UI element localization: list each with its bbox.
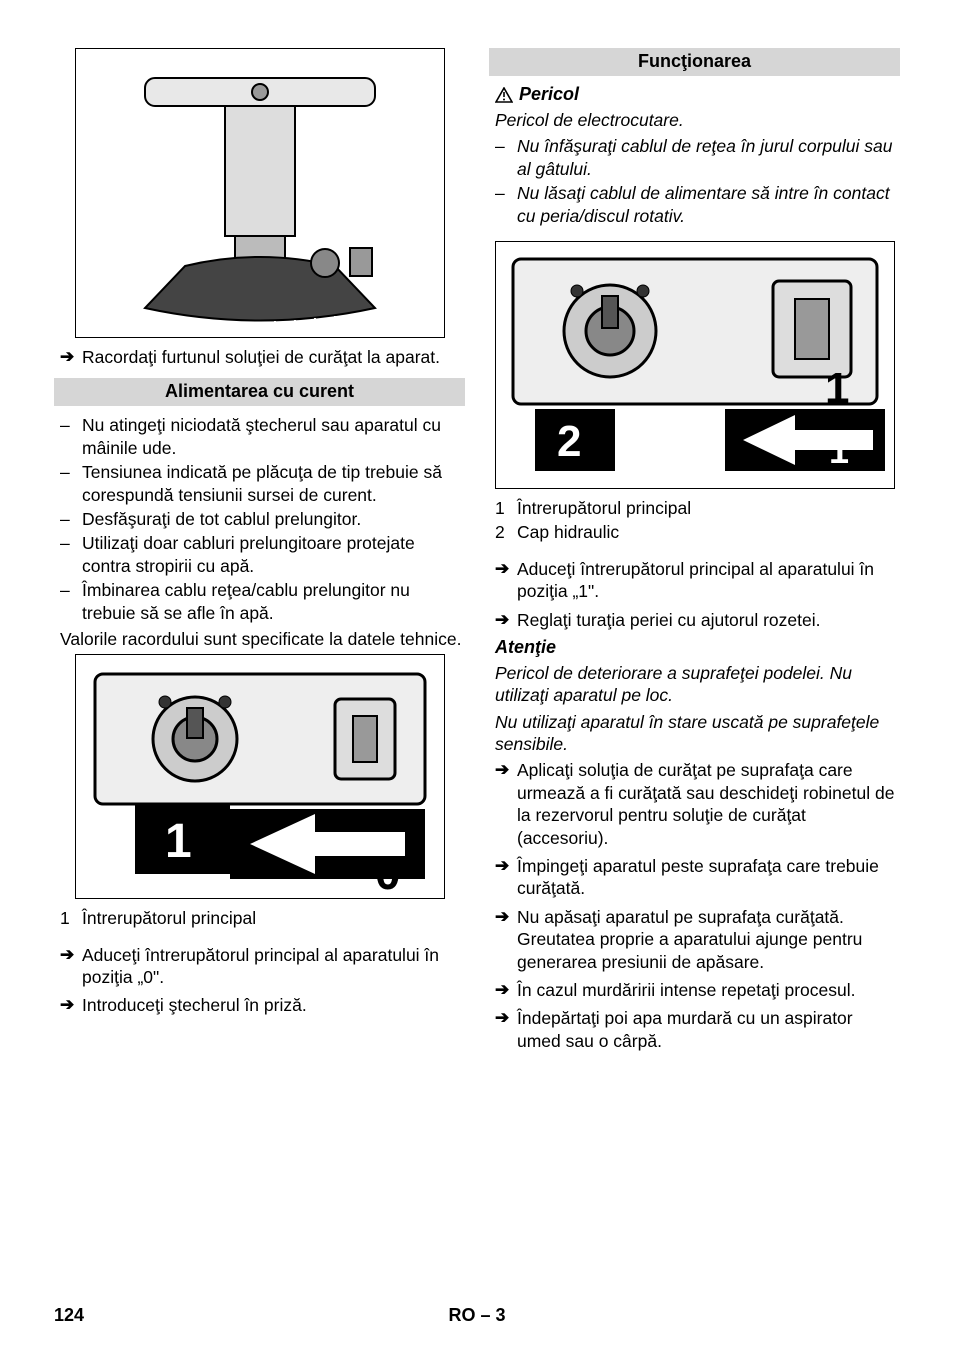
dash-text: Nu înfăşuraţi cablul de reţea în jurul c… <box>517 135 900 180</box>
dash-text: Îmbinarea cablu reţea/cablu prelungitor … <box>82 579 465 624</box>
arrow-text: Aplicaţi soluţia de curăţat pe suprafaţa… <box>517 759 900 849</box>
numbered-main-switch: 1 Întrerupătorul principal <box>60 907 465 929</box>
svg-text:1: 1 <box>825 364 849 413</box>
dash-item: –Nu lăsaţi cablul de alimentare să intre… <box>495 182 900 227</box>
attention-label: Atenţie <box>495 637 556 658</box>
section-power-supply: Alimentarea cu curent <box>54 378 465 406</box>
dash-icon: – <box>60 532 82 554</box>
number-label: 1 <box>495 497 517 519</box>
danger-line: Pericol de electrocutare. <box>495 109 900 131</box>
number-text: Cap hidraulic <box>517 521 900 543</box>
arrow-repeat: ➔În cazul murdăririi intense repetaţi pr… <box>495 979 900 1001</box>
dash-text: Utilizaţi doar cabluri prelungitoare pro… <box>82 532 465 577</box>
dash-item: –Nu atingeţi niciodată ştecherul sau apa… <box>60 414 465 459</box>
arrow-remove-dirty-water: ➔Îndepărtaţi poi apa murdară cu un aspir… <box>495 1007 900 1052</box>
dash-item: –Desfăşuraţi de tot cablul prelungitor. <box>60 508 465 530</box>
arrow-text: Reglaţi turaţia periei cu ajutorul rozet… <box>517 609 900 631</box>
paragraph-connection-values: Valorile racordului sunt specificate la … <box>60 628 465 650</box>
danger-label: Pericol <box>519 84 579 105</box>
dash-icon: – <box>60 579 82 601</box>
right-column: Funcţionarea Pericol Pericol de electroc… <box>489 48 900 1058</box>
page-footer: 124 RO – 3 <box>54 1305 900 1326</box>
dash-icon: – <box>60 461 82 483</box>
arrow-icon: ➔ <box>495 906 517 928</box>
arrow-text: Îndepărtaţi poi apa murdară cu un aspira… <box>517 1007 900 1052</box>
left-column: ➔ Racordaţi furtunul soluţiei de curăţat… <box>54 48 465 1058</box>
arrow-text: Aduceţi întrerupătorul principal al apar… <box>82 944 465 989</box>
attention-p1: Pericol de deteriorare a suprafeţei pode… <box>495 662 900 707</box>
numbered-main-switch: 1Întrerupătorul principal <box>495 497 900 519</box>
arrow-adjust-speed: ➔Reglaţi turaţia periei cu ajutorul roze… <box>495 609 900 631</box>
dash-text: Desfăşuraţi de tot cablul prelungitor. <box>82 508 465 530</box>
number-label: 2 <box>495 521 517 543</box>
number-text: Întrerupătorul principal <box>517 497 900 519</box>
arrow-text: Nu apăsaţi aparatul pe suprafaţa curăţat… <box>517 906 900 973</box>
arrow-icon: ➔ <box>60 346 82 368</box>
arrow-connect-hose: ➔ Racordaţi furtunul soluţiei de curăţat… <box>60 346 465 368</box>
arrow-plug-in: ➔ Introduceţi ştecherul în priză. <box>60 994 465 1016</box>
svg-text:0: 0 <box>375 847 401 899</box>
dash-icon: – <box>60 508 82 530</box>
dash-icon: – <box>495 182 517 204</box>
arrow-text: Aduceţi întrerupătorul principal al apar… <box>517 558 900 603</box>
figure-switch-1-2: 2 1 1 <box>489 241 900 489</box>
arrow-text: Împingeţi aparatul peste suprafaţa care … <box>517 855 900 900</box>
dash-icon: – <box>495 135 517 157</box>
attention-p2: Nu utilizaţi aparatul în stare uscată pe… <box>495 711 900 756</box>
attention-heading: Atenţie <box>495 637 900 658</box>
arrow-icon: ➔ <box>495 1007 517 1029</box>
section-operation: Funcţionarea <box>489 48 900 76</box>
arrow-icon: ➔ <box>60 944 82 966</box>
dash-item: –Tensiunea indicată pe plăcuţa de tip tr… <box>60 461 465 506</box>
arrow-icon: ➔ <box>495 759 517 781</box>
arrow-icon: ➔ <box>495 979 517 1001</box>
number-label: 1 <box>60 907 82 929</box>
arrow-push-device: ➔Împingeţi aparatul peste suprafaţa care… <box>495 855 900 900</box>
arrow-apply-solution: ➔Aplicaţi soluţia de curăţat pe suprafaţ… <box>495 759 900 849</box>
figure-switch-0: 1 0 1 <box>54 654 465 899</box>
figure-device <box>54 48 465 338</box>
warning-triangle-icon <box>495 87 513 103</box>
dash-item: –Îmbinarea cablu reţea/cablu prelungitor… <box>60 579 465 624</box>
dash-icon: – <box>60 414 82 436</box>
svg-text:1: 1 <box>829 430 849 471</box>
svg-text:1: 1 <box>165 815 192 868</box>
dash-text: Nu lăsaţi cablul de alimentare să intre … <box>517 182 900 227</box>
arrow-set-switch-1: ➔Aduceţi întrerupătorul principal al apa… <box>495 558 900 603</box>
arrow-icon: ➔ <box>495 558 517 580</box>
arrow-set-switch-0: ➔ Aduceţi întrerupătorul principal al ap… <box>60 944 465 989</box>
dash-item: –Utilizaţi doar cabluri prelungitoare pr… <box>60 532 465 577</box>
svg-text:2: 2 <box>557 417 581 466</box>
dash-text: Tensiunea indicată pe plăcuţa de tip tre… <box>82 461 465 506</box>
footer-lang: RO – 3 <box>54 1305 900 1326</box>
arrow-icon: ➔ <box>60 994 82 1016</box>
arrow-text: Racordaţi furtunul soluţiei de curăţat l… <box>82 346 465 368</box>
numbered-hydraulic-cap: 2Cap hidraulic <box>495 521 900 543</box>
arrow-icon: ➔ <box>495 855 517 877</box>
dash-text: Nu atingeţi niciodată ştecherul sau apar… <box>82 414 465 459</box>
number-text: Întrerupătorul principal <box>82 907 465 929</box>
danger-heading: Pericol <box>495 84 900 105</box>
arrow-text: Introduceţi ştecherul în priză. <box>82 994 465 1016</box>
arrow-dont-press: ➔Nu apăsaţi aparatul pe suprafaţa curăţa… <box>495 906 900 973</box>
arrow-text: În cazul murdăririi intense repetaţi pro… <box>517 979 900 1001</box>
arrow-icon: ➔ <box>495 609 517 631</box>
dash-item: –Nu înfăşuraţi cablul de reţea în jurul … <box>495 135 900 180</box>
